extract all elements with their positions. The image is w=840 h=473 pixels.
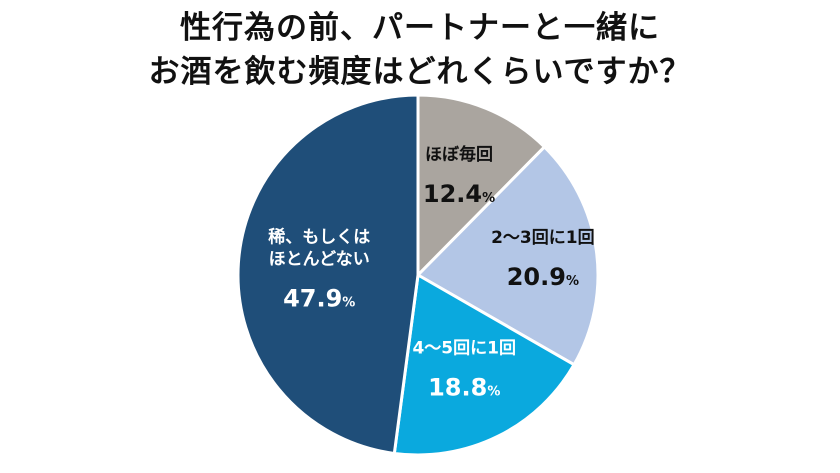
pie-slice-2 [415,144,600,367]
slice-4-name-label: ほとんどない [269,249,370,269]
slice-4-name-label: 稀、もしくは [268,226,370,247]
pie-labels: ほぼ毎回 12.4% 2〜3回に1回 20.9% 4〜5回に1回 18.8% 稀、もしくはほ… [268,144,594,402]
pie-slice-3 [392,272,577,457]
slice-4-value-label: 47.9% [283,284,355,312]
slice-2-value-label: 20.9% [507,263,579,291]
slice-1-value-label: 12.4% [423,180,495,208]
chart-title: 性行為の前、パートナーと一緒に お酒を飲む頻度はどれくらいですか？ [0,6,840,94]
pie-slice-1 [416,93,547,279]
slice-3-name-label: 4〜5回に1回 [412,339,516,359]
pie-slices [236,93,600,457]
chart-title-line-1: 性行為の前、パートナーと一緒に [180,10,660,46]
slice-1-name-label: ほぼ毎回 [425,144,493,165]
pie-slice-4 [236,93,420,456]
slice-3-value-label: 18.8% [428,374,500,402]
chart-title-line-2: お酒を飲む頻度はどれくらいですか？ [148,54,692,90]
slice-2-name-label: 2〜3回に1回 [491,228,595,248]
